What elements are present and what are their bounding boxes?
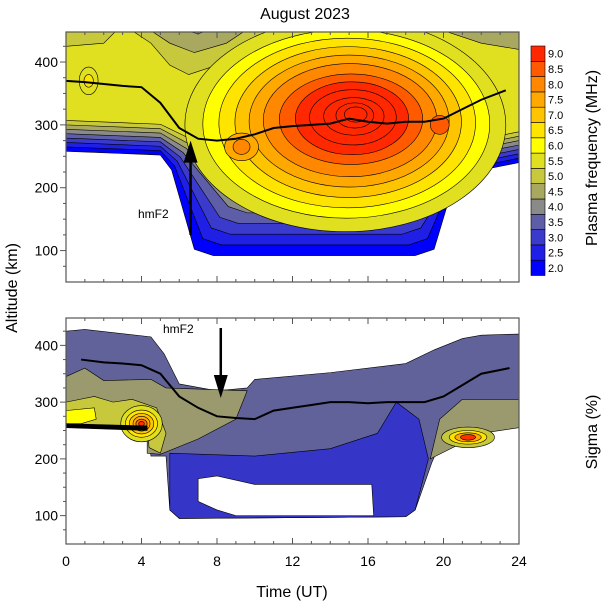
bottom-hmf2-line (80, 358, 510, 421)
colorbar-swatch (530, 183, 546, 200)
colorbar-swatch (530, 198, 546, 215)
colorbar-swatch (530, 60, 546, 77)
bottom-contour-plot (66, 329, 519, 519)
x-tick-label: 20 (436, 553, 452, 569)
colorbar-swatch (530, 259, 546, 276)
colorbar-swatch (530, 45, 546, 62)
x-tick-label: 4 (138, 553, 146, 569)
colorbar-swatch (530, 137, 546, 154)
colorbar-tick-label: 5.0 (548, 171, 563, 183)
colorbar-swatch (530, 106, 546, 123)
colorbar-swatch (530, 122, 546, 139)
colorbar-tick-label: 5.5 (548, 156, 563, 168)
top-contour-plot (66, 32, 519, 256)
colorbar-tick-label: 6.5 (548, 125, 563, 137)
y-tick-label: 300 (35, 117, 59, 133)
y-tick-label: 400 (35, 337, 59, 353)
sigma-peak-dawn-5 (138, 421, 145, 427)
colorbar-swatch (530, 229, 546, 246)
contour-trough-4.0 (152, 32, 244, 53)
chart-title: August 2023 (260, 6, 350, 23)
bottom-hmf2-annotation: hmF2 (163, 322, 194, 336)
top-hmf2-line (66, 79, 507, 142)
y-tick-label: 300 (35, 394, 59, 410)
y-tick-label: 400 (35, 54, 59, 70)
colorbar-tick-label: 4.5 (548, 186, 563, 198)
sigma-lower-boundary (66, 423, 148, 431)
sigma-label: Sigma (%) (584, 395, 601, 470)
colorbar-tick-label: 8.0 (548, 79, 563, 91)
colorbar-swatch (530, 168, 546, 184)
x-tick-label: 24 (511, 553, 527, 569)
contour-blob-night-inner (83, 74, 94, 88)
top-hmf2-arrowhead (183, 140, 198, 163)
colorbar: 2.0 2.5 3.0 3.5 4.0 4.5 5.0 5.5 6.0 6.5 7.0 7.5 8.0 8… (530, 45, 563, 276)
colorbar-tick-label: 8.5 (548, 64, 563, 76)
contour-blob-dawn-inner (232, 139, 251, 155)
top-hmf2-annotation: hmF2 (138, 207, 169, 221)
contour-topleft-5.0 (66, 32, 116, 47)
x-axis-label: Time (UT) (256, 584, 327, 601)
x-tick-label: 16 (360, 553, 376, 569)
y-tick-label: 200 (35, 451, 59, 467)
colorbar-tick-label: 2.5 (548, 248, 563, 260)
x-tick-label: 0 (62, 553, 70, 569)
colorbar-swatch (530, 76, 546, 93)
colorbar-swatch (530, 152, 546, 169)
x-tick-label: 12 (285, 553, 301, 569)
colorbar-label: Plasma frequency (MHz) (584, 70, 601, 246)
colorbar-tick-label: 2.0 (548, 263, 563, 275)
y-axis-label: Altitude (km) (4, 243, 21, 333)
colorbar-tick-label: 6.0 (548, 140, 563, 152)
contour-topright-4.0 (446, 32, 519, 50)
sigma-peak-dusk-3 (460, 434, 476, 441)
colorbar-swatch (530, 244, 546, 261)
bottom-hmf2-arrowhead (213, 375, 228, 398)
y-tick-label: 200 (35, 180, 59, 196)
y-tick-label: 100 (35, 508, 59, 524)
y-tick-label: 100 (35, 243, 59, 259)
colorbar-tick-label: 3.5 (548, 217, 563, 229)
contour-trough-4.5 (133, 32, 269, 75)
colorbar-swatch (530, 91, 546, 108)
sigma-hole (197, 475, 374, 516)
sigma-region-yellow (66, 407, 97, 424)
x-tick-label: 8 (213, 553, 221, 569)
colorbar-tick-label: 3.0 (548, 232, 563, 244)
axes: 100 200 300 400 100 200 300 400 0 4 8 12 16 20 24 (35, 31, 527, 569)
colorbar-tick-label: 7.5 (548, 95, 563, 107)
colorbar-tick-label: 9.0 (548, 49, 563, 61)
colorbar-tick-label: 4.0 (548, 202, 563, 214)
colorbar-tick-label: 7.0 (548, 110, 563, 122)
colorbar-swatch (530, 214, 546, 230)
